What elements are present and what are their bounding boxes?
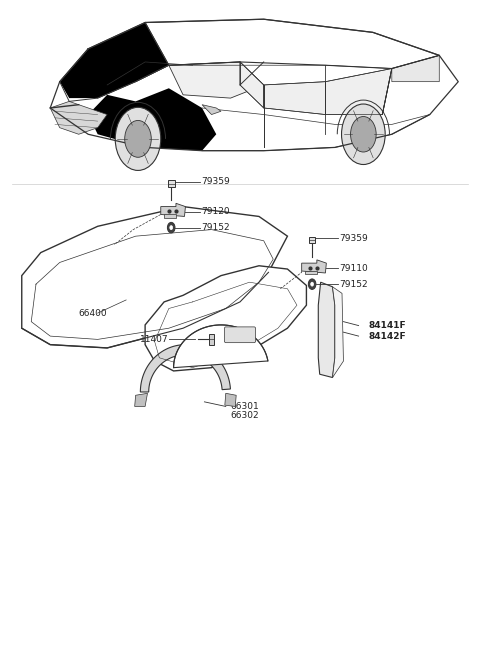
Text: 66301: 66301 (230, 402, 259, 411)
Circle shape (311, 282, 313, 286)
Polygon shape (202, 56, 439, 151)
FancyBboxPatch shape (224, 327, 256, 343)
Polygon shape (318, 282, 335, 377)
Polygon shape (50, 101, 107, 135)
Bar (168, 180, 175, 187)
Polygon shape (161, 204, 185, 216)
Polygon shape (301, 260, 326, 273)
Polygon shape (145, 19, 439, 68)
Circle shape (125, 121, 151, 157)
Text: 11407: 11407 (140, 335, 169, 344)
Circle shape (170, 225, 173, 229)
Polygon shape (164, 214, 176, 217)
Circle shape (350, 117, 376, 152)
Polygon shape (60, 23, 169, 101)
Polygon shape (135, 393, 147, 406)
Text: 79110: 79110 (340, 264, 368, 273)
Text: 79359: 79359 (340, 233, 368, 243)
Text: 79152: 79152 (202, 223, 230, 232)
Polygon shape (145, 266, 306, 371)
Polygon shape (88, 88, 216, 151)
Text: 84142F: 84142F (368, 332, 406, 341)
Text: 66302: 66302 (230, 411, 259, 420)
Polygon shape (140, 345, 230, 392)
Text: 79152: 79152 (340, 280, 368, 288)
Circle shape (115, 107, 161, 170)
Circle shape (308, 279, 316, 290)
Circle shape (168, 222, 175, 233)
Polygon shape (202, 105, 221, 115)
Polygon shape (225, 393, 236, 406)
Polygon shape (333, 287, 343, 377)
Polygon shape (169, 62, 264, 98)
Circle shape (342, 104, 385, 164)
Text: 79359: 79359 (202, 177, 230, 186)
Polygon shape (264, 82, 325, 115)
Polygon shape (325, 68, 392, 115)
Polygon shape (240, 62, 264, 108)
Bar (209, 334, 215, 345)
Polygon shape (60, 23, 169, 98)
Bar (309, 237, 315, 243)
Text: 66400: 66400 (79, 308, 108, 318)
Text: 84141F: 84141F (368, 321, 406, 330)
Polygon shape (305, 271, 317, 274)
Polygon shape (392, 56, 439, 82)
Polygon shape (22, 207, 288, 348)
Polygon shape (50, 19, 458, 151)
Polygon shape (174, 325, 268, 368)
Text: 79120: 79120 (202, 208, 230, 216)
